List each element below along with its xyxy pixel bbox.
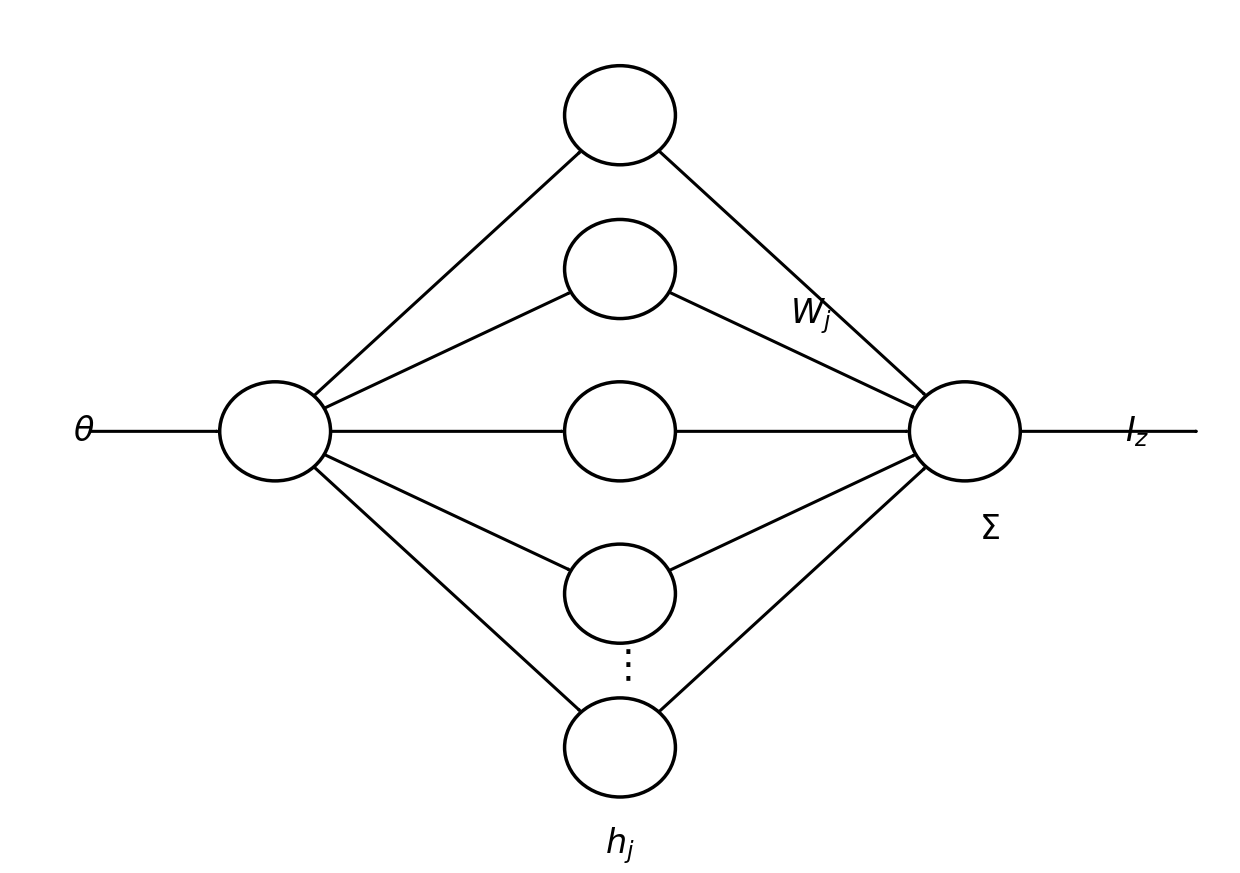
Text: $I_z$: $I_z$ [1125, 414, 1149, 449]
Ellipse shape [564, 65, 676, 165]
Text: $\vdots$: $\vdots$ [609, 647, 631, 685]
Text: $\Sigma$: $\Sigma$ [980, 513, 999, 546]
Ellipse shape [219, 382, 331, 481]
Ellipse shape [909, 382, 1021, 481]
Text: $W_j$: $W_j$ [790, 296, 832, 336]
Ellipse shape [564, 219, 676, 319]
Ellipse shape [564, 698, 676, 797]
Text: $h_j$: $h_j$ [605, 825, 635, 866]
Text: $\theta$: $\theta$ [73, 415, 95, 448]
Ellipse shape [564, 382, 676, 481]
Ellipse shape [564, 544, 676, 643]
